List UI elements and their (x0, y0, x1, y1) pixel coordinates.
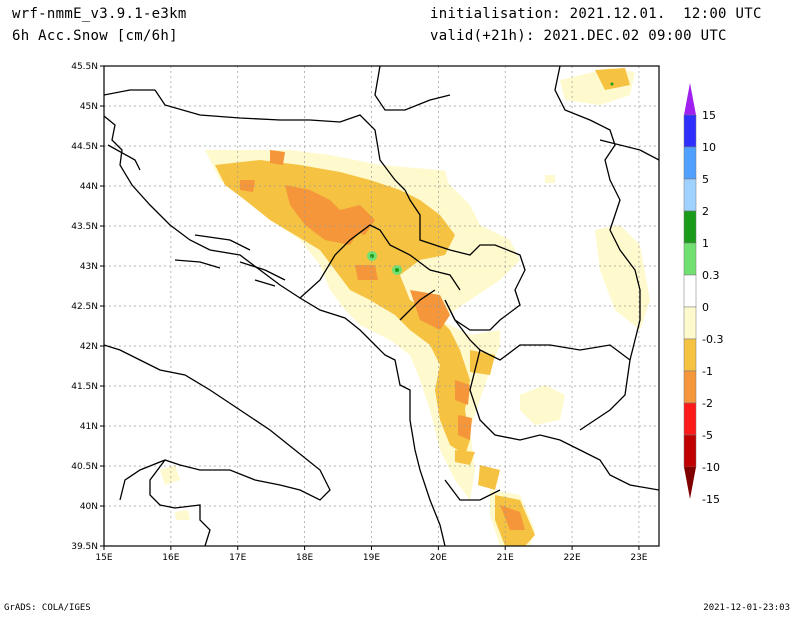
colorbar-segment (683, 178, 697, 212)
lon-tick-label: 21E (497, 553, 514, 563)
colorbar-segment (683, 338, 697, 372)
colorbar-segment (683, 146, 697, 180)
colorbar-segment (683, 306, 697, 340)
lon-tick-label: 15E (95, 553, 112, 563)
colorbar-label: 5 (702, 173, 709, 186)
lat-tick-label: 40N (80, 502, 98, 512)
variable-title: 6h Acc.Snow [cm/6h] (12, 28, 178, 44)
colorbar-label: -15 (702, 493, 720, 506)
snow-shading-darkgreen (370, 82, 614, 272)
colorbar: 15 10 5 2 1 0.3 0 -0.3 -1 -2 -5 -10 -15 (683, 83, 723, 506)
lat-tick-label: 43.5N (71, 222, 98, 232)
lat-tick-label: 43N (80, 262, 98, 272)
lat-tick-label: 39.5N (71, 542, 98, 552)
lon-tick-label: 23E (630, 553, 647, 563)
valid-time: valid(+21h): 2021.DEC.02 09:00 UTC (430, 28, 727, 44)
latitude-ticks: 39.5N 40N 40.5N 41N 41.5N 42N 42.5N 43N 43.5N 44N… (71, 62, 104, 552)
colorbar-segment (683, 242, 697, 276)
colorbar-label: -2 (702, 397, 713, 410)
lat-tick-label: 41.5N (71, 382, 98, 392)
colorbar-bottom-arrow (684, 467, 696, 499)
footer-credit: GrADS: COLA/IGES (4, 603, 91, 613)
map-plot-area (104, 66, 659, 546)
lat-tick-label: 42.5N (71, 302, 98, 312)
colorbar-segment (683, 210, 697, 244)
lon-tick-label: 18E (296, 553, 313, 563)
lon-tick-label: 20E (430, 553, 447, 563)
lat-tick-label: 44.5N (71, 142, 98, 152)
colorbar-label: 1 (702, 237, 709, 250)
colorbar-segment (683, 434, 697, 468)
colorbar-segment (683, 370, 697, 404)
colorbar-segment (683, 402, 697, 436)
colorbar-top-arrow (684, 83, 696, 115)
colorbar-label: 0 (702, 301, 709, 314)
colorbar-label: 0.3 (702, 269, 720, 282)
colorbar-label: 15 (702, 109, 716, 122)
colorbar-label: 2 (702, 205, 709, 218)
lat-tick-label: 41N (80, 422, 98, 432)
model-title: wrf-nmmE_v3.9.1-e3km (12, 6, 187, 22)
lon-tick-label: 17E (229, 553, 246, 563)
colorbar-label: -10 (702, 461, 720, 474)
longitude-ticks: 15E 16E 17E 18E 19E 20E 21E 22E 23E (95, 546, 648, 563)
lat-tick-label: 44N (80, 182, 98, 192)
colorbar-label: -1 (702, 365, 713, 378)
map-gridlines (104, 66, 659, 546)
lat-tick-label: 45N (80, 102, 98, 112)
colorbar-segment (683, 114, 697, 148)
lat-tick-label: 42N (80, 342, 98, 352)
colorbar-label: 10 (702, 141, 716, 154)
footer-timestamp: 2021-12-01-23:03 (703, 603, 790, 613)
lat-tick-label: 40.5N (71, 462, 98, 472)
initialisation-time: initialisation: 2021.12.01. 12:00 UTC (430, 6, 762, 22)
colorbar-segment (683, 274, 697, 308)
colorbar-label: -5 (702, 429, 713, 442)
lon-tick-label: 22E (564, 553, 581, 563)
coastlines-borders (104, 66, 659, 546)
colorbar-label: -0.3 (702, 333, 723, 346)
lon-tick-label: 19E (363, 553, 380, 563)
lat-tick-label: 45.5N (71, 62, 98, 72)
lon-tick-label: 16E (162, 553, 179, 563)
